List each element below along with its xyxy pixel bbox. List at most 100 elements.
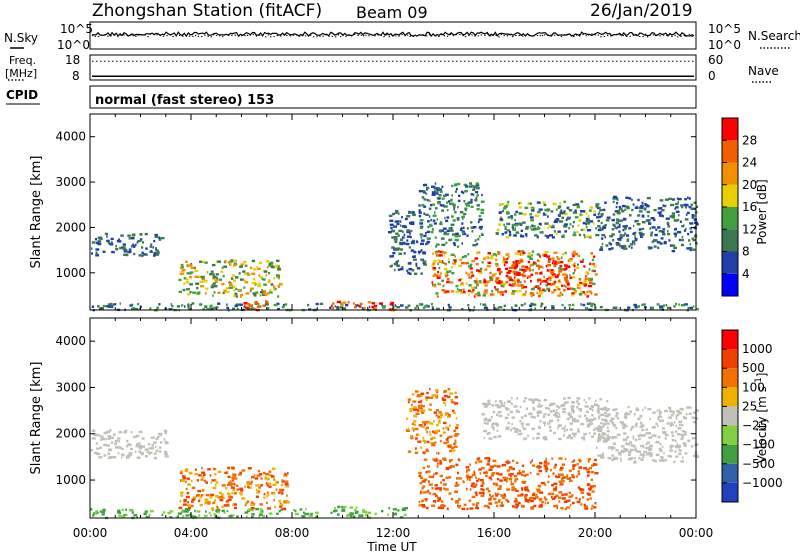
cell-6-99 <box>454 190 457 193</box>
cbar-tick-label-6: −500 <box>742 457 775 471</box>
cell-2-121 <box>187 293 191 296</box>
cell-6-32 <box>490 416 493 419</box>
cell-2-225 <box>205 499 209 503</box>
cell-4-16 <box>415 447 417 450</box>
cell-1-61 <box>176 305 180 308</box>
cell-9-41 <box>542 201 546 204</box>
cell-6-127 <box>590 405 595 408</box>
cell-6-160 <box>463 212 467 216</box>
cell-2-27 <box>231 486 235 489</box>
cell-1-35 <box>251 515 254 519</box>
cell-0-80 <box>90 449 93 452</box>
cell-10-80 <box>687 232 690 236</box>
cell-6-195 <box>598 437 601 440</box>
cell-0-15 <box>128 237 133 240</box>
cell-2-98 <box>198 474 202 477</box>
cell-10-104 <box>611 228 615 231</box>
cell-2-94 <box>185 288 190 291</box>
cell-7-21 <box>450 290 455 293</box>
freq-series <box>92 60 694 77</box>
cell-1-90 <box>305 507 307 511</box>
cell-7-112 <box>678 420 683 423</box>
cell-9-80 <box>515 231 520 234</box>
cell-5-198 <box>577 486 581 489</box>
cell-7-253 <box>655 422 658 426</box>
cell-1-141 <box>259 305 262 308</box>
cell-7-122 <box>532 268 534 272</box>
cell-2-48 <box>244 485 247 488</box>
cell-6-181 <box>573 418 576 421</box>
cell-6-198 <box>418 211 422 214</box>
cell-4-3 <box>437 421 441 424</box>
cell-10-31 <box>676 197 679 200</box>
cell-10-204 <box>600 246 603 249</box>
cell-8-36 <box>515 260 520 263</box>
cell-2-40 <box>178 290 182 294</box>
cell-9-189 <box>498 211 501 215</box>
cell-1-50 <box>637 305 640 308</box>
cell-5-93 <box>448 492 452 495</box>
cell-9-84 <box>545 209 550 212</box>
cbar-seg-6 <box>722 140 738 163</box>
cell-9-69 <box>534 214 539 217</box>
power-ylabel: Slant Range [km] <box>29 156 44 269</box>
cell-2-173 <box>251 475 253 479</box>
cell-6-32 <box>460 226 463 230</box>
cell-5-63 <box>395 260 398 264</box>
cell-10-50 <box>685 213 688 216</box>
cell-6-206 <box>422 183 427 187</box>
cell-7-156 <box>601 418 605 421</box>
cell-2-54 <box>266 292 270 295</box>
noise-tick-right-bottom: 10^0 <box>708 38 741 52</box>
cell-8-90 <box>546 282 551 286</box>
cell-6-88 <box>570 436 574 440</box>
cell-5-95 <box>398 212 400 215</box>
cell-1-62 <box>228 514 233 518</box>
cell-2-124 <box>179 470 183 473</box>
cell-2-202 <box>191 500 194 503</box>
cell-2-129 <box>258 489 260 493</box>
cell-4-134 <box>435 388 439 392</box>
cell-3-6 <box>243 304 246 307</box>
cell-9-49 <box>559 202 562 205</box>
cell-1-68 <box>250 508 254 512</box>
cell-8-99 <box>508 266 513 269</box>
cell-4-132 <box>447 395 451 399</box>
cell-2-170 <box>284 472 287 476</box>
cell-7-152 <box>437 258 440 262</box>
cell-1-95 <box>187 306 190 309</box>
cell-10-89 <box>659 242 663 245</box>
cell-6-7 <box>496 424 499 427</box>
cell-7-70 <box>548 276 552 279</box>
cell-7-384 <box>577 283 581 287</box>
cell-1-58 <box>176 515 179 518</box>
cell-6-163 <box>570 408 574 411</box>
cell-2-183 <box>243 272 246 276</box>
cell-5-1 <box>395 209 399 213</box>
cell-1-142 <box>666 306 671 310</box>
cell-9-85 <box>532 225 536 228</box>
cell-5-301 <box>568 491 571 495</box>
cell-7-282 <box>578 293 582 296</box>
cell-5-236 <box>531 459 533 462</box>
cell-1-41 <box>121 508 124 512</box>
cell-7-284 <box>641 428 645 432</box>
cell-1-148 <box>187 304 190 307</box>
cell-2-206 <box>262 471 266 475</box>
cell-10-203 <box>621 246 624 249</box>
cell-8-30 <box>554 275 559 279</box>
cell-2-114 <box>255 484 260 487</box>
cell-7-266 <box>632 435 635 438</box>
cell-5-65 <box>568 495 573 498</box>
cell-10-141 <box>596 216 600 219</box>
cell-7-154 <box>438 274 442 278</box>
cell-9-147 <box>497 223 502 226</box>
cell-3-44 <box>352 515 356 518</box>
cell-6-12 <box>441 243 446 247</box>
cell-7-56 <box>513 279 517 283</box>
cell-5-186 <box>568 469 572 472</box>
cell-5-345 <box>513 475 518 478</box>
cell-7-279 <box>432 252 434 255</box>
cell-4-89 <box>454 391 457 394</box>
cell-2-102 <box>183 498 187 502</box>
